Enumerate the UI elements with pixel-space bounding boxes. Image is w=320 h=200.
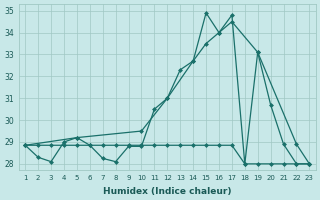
X-axis label: Humidex (Indice chaleur): Humidex (Indice chaleur) bbox=[103, 187, 232, 196]
